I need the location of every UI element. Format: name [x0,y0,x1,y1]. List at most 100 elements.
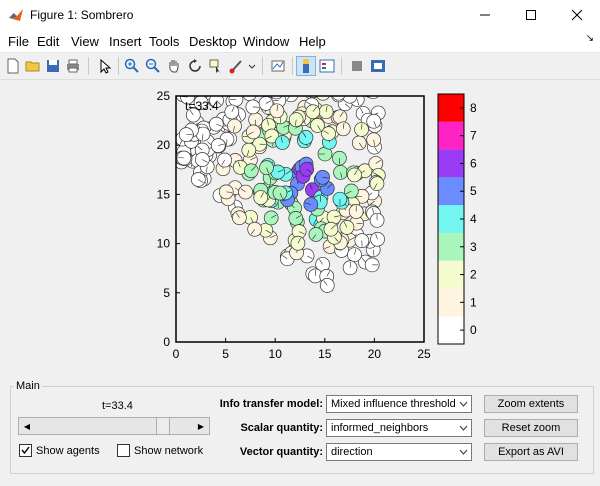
agent-direction [246,150,250,157]
agent-direction [197,145,203,151]
hide-tools-button[interactable] [347,56,367,76]
menu-view[interactable]: View [71,34,99,49]
agent-direction [198,179,204,183]
menu-edit[interactable]: Edit [37,34,60,49]
menu-tools[interactable]: Tools [149,34,180,49]
save-button[interactable] [43,56,63,76]
agent-direction [265,229,272,234]
agent-direction [218,143,225,146]
agent-marker [190,172,206,187]
agent-direction [312,234,317,240]
maximize-button[interactable] [508,0,554,30]
menu-file[interactable]: File [8,34,29,49]
chevron-down-icon [455,396,471,412]
agent-direction [368,90,370,96]
brush-button[interactable] [227,56,247,76]
agent-marker [275,135,290,150]
agent-direction [216,100,221,105]
agent-direction [309,184,313,190]
agent-direction [297,237,302,244]
save-icon [47,60,59,72]
x-tick-label: 10 [269,347,283,361]
minimize-button[interactable] [462,0,508,30]
data-cursor-icon [209,59,220,73]
export-avi-button[interactable]: Export as AVI [484,443,578,461]
agent-direction [260,192,264,198]
slider-thumb[interactable] [156,418,170,434]
show-agents-box[interactable] [19,444,32,457]
main-panel [10,386,594,474]
scalar-quantity-dropdown[interactable]: informed_neighbors [326,419,472,437]
info-model-dropdown[interactable]: Mixed influence threshold... [326,395,472,413]
agent-direction [324,246,331,249]
brush-dropdown[interactable] [247,56,257,76]
agent-direction [354,169,358,176]
x-tick-label: 15 [318,347,332,361]
vector-quantity-dropdown[interactable]: direction [326,443,472,461]
agent-direction [207,88,211,92]
show-network-box[interactable] [117,444,130,457]
colorbar-tick-label: 7 [470,129,477,143]
title-bar: Figure 1: Sombrero [0,0,600,30]
agent-direction [372,249,375,256]
agent-direction [189,109,194,116]
colorbar-tick-label: 4 [470,212,477,226]
zoom-in-button[interactable] [122,56,142,76]
reset-zoom-button[interactable]: Reset zoom [484,419,578,437]
agent-direction [261,129,265,136]
agent-direction [302,132,307,138]
x-tick-label: 25 [417,347,431,361]
agent-direction [248,131,254,136]
dock-icon[interactable]: ↘ [585,33,594,44]
agent-direction [373,139,375,146]
menu-desktop[interactable]: Desktop [189,34,237,49]
menu-insert[interactable]: Insert [109,34,142,49]
agent-direction [339,111,344,118]
toolbar-separator [341,57,342,75]
agent-direction [265,100,272,104]
colorbar-segment [438,94,464,122]
agent-direction [312,106,317,112]
agent-marker [270,96,283,100]
agent-marker [264,128,280,144]
agent-direction [309,91,313,95]
agent-direction [372,207,374,214]
agent-direction [285,170,291,175]
matlab-logo-icon [9,9,23,21]
edit-plot-button[interactable] [95,56,115,76]
agent-direction [356,99,360,106]
agent-direction [201,134,204,141]
close-icon [571,9,583,21]
colorbar-tick-label: 0 [470,323,477,337]
show-network-checkbox[interactable]: Show network [117,444,203,457]
colorbar-button[interactable] [296,56,316,76]
zoom-out-button[interactable] [143,56,163,76]
rotate-button[interactable] [185,56,205,76]
slider-left-arrow[interactable]: ◀ [23,421,31,431]
open-button[interactable] [23,56,43,76]
agent-direction [373,183,378,190]
print-button[interactable] [63,56,83,76]
menu-window[interactable]: Window [243,34,290,49]
agent-direction [238,114,242,121]
close-button[interactable] [554,0,600,30]
colorbar-icon [303,59,309,73]
legend-button[interactable] [317,56,337,76]
agent-direction [233,126,235,133]
slider-right-arrow[interactable]: ▶ [197,421,205,431]
show-agents-checkbox[interactable]: Show agents [19,444,100,457]
zoom-extents-button[interactable]: Zoom extents [484,395,578,413]
agent-marker [218,184,234,200]
menu-help[interactable]: Help [299,34,326,49]
show-plot-tools-icon [371,60,385,72]
agent-direction [342,122,345,129]
time-slider[interactable]: ◀ ▶ [18,417,210,435]
data-cursor-button[interactable] [206,56,226,76]
agent-direction [309,86,313,90]
link-plot-button[interactable] [268,56,288,76]
agent-direction [283,124,290,128]
show-tools-button[interactable] [368,56,388,76]
pan-button[interactable] [164,56,184,76]
new-figure-button[interactable] [3,56,23,76]
agent-direction [177,156,184,159]
